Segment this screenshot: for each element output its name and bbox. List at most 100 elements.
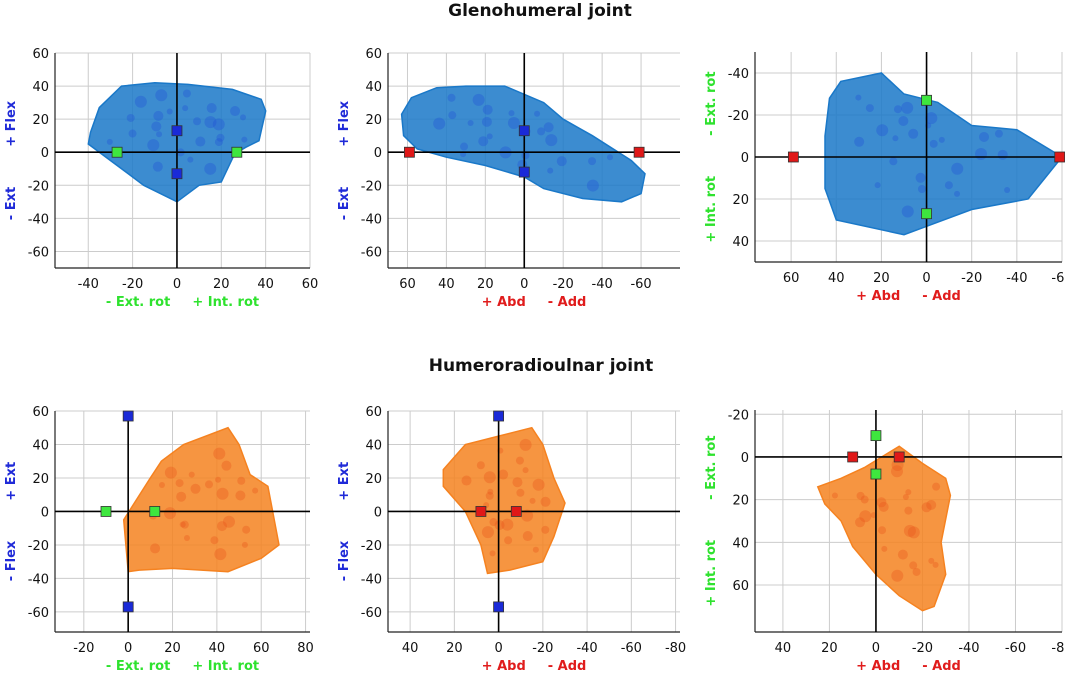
y-axis-label: + Int. rot - Ext. rot — [704, 435, 719, 606]
y-axis-label-part: + Ext — [4, 462, 19, 501]
motion-sample — [519, 438, 532, 451]
motion-sample — [541, 525, 550, 534]
x-axis-label-part: - Add — [548, 295, 587, 310]
y-tick-label: -40 — [28, 212, 49, 227]
motion-sample — [903, 524, 916, 537]
motion-sample — [907, 526, 920, 539]
motion-sample — [586, 179, 599, 192]
reference-marker — [787, 151, 799, 163]
motion-sample — [512, 477, 523, 488]
motion-sample — [545, 134, 558, 147]
x-tick-label: 40 — [209, 641, 226, 656]
motion-sample — [874, 182, 881, 189]
x-tick-label: -40 — [78, 277, 99, 292]
x-tick-label: 60 — [399, 277, 416, 292]
motion-sample — [606, 154, 613, 161]
x-tick-label: 60 — [783, 271, 800, 286]
motion-sample — [183, 534, 190, 541]
motion-sample — [221, 460, 232, 471]
range-of-motion-hull — [816, 445, 952, 612]
motion-sample — [494, 520, 505, 531]
x-axis-label: + Abd - Add — [856, 659, 961, 674]
x-tick-label: 0 — [494, 641, 502, 656]
motion-sample — [204, 116, 217, 129]
y-tick-label: 20 — [732, 193, 749, 208]
motion-sample — [889, 157, 898, 166]
motion-sample — [461, 475, 472, 486]
y-axis-label-part: - Ext. rot — [704, 435, 719, 499]
motion-sample — [152, 161, 163, 172]
motion-sample — [522, 467, 529, 474]
motion-sample — [938, 136, 945, 143]
reference-marker — [149, 506, 161, 517]
motion-sample — [472, 93, 485, 106]
reference-marker — [475, 506, 487, 517]
motion-sample — [190, 483, 201, 494]
x-axis-label-part: + Int. rot — [192, 659, 259, 674]
motion-sample — [182, 89, 191, 98]
x-tick-label: 20 — [213, 277, 230, 292]
motion-sample — [106, 138, 113, 145]
y-tick-label: -20 — [361, 179, 382, 194]
motion-sample — [447, 93, 456, 102]
motion-sample — [213, 447, 226, 460]
motion-sample — [891, 465, 904, 478]
motion-sample — [235, 490, 246, 501]
motion-sample — [537, 127, 546, 136]
motion-sample — [912, 567, 921, 576]
motion-sample — [878, 501, 889, 512]
motion-sample — [881, 545, 888, 552]
motion-sample — [901, 205, 914, 218]
motion-sample — [915, 172, 926, 183]
y-axis-label-part: + Flex — [4, 100, 19, 147]
chart-gh-1: -40 -20 0 20 40 60 -60 -40 -20 0 20 40 60 - Ext. rot +… — [4, 47, 318, 310]
y-tick-label: 0 — [41, 146, 49, 161]
motion-sample — [508, 110, 515, 117]
x-tick-label: -40 — [1006, 271, 1027, 286]
motion-sample — [859, 510, 872, 523]
motion-sample — [481, 526, 494, 539]
motion-sample — [932, 561, 939, 568]
motion-sample — [206, 103, 217, 114]
x-axis-label-part: + Abd — [856, 659, 900, 674]
y-tick-label: 0 — [374, 505, 382, 520]
motion-sample — [460, 142, 469, 151]
motion-sample — [164, 507, 177, 520]
x-axis-label-part: + Abd — [482, 659, 526, 674]
motion-sample — [498, 469, 509, 480]
x-tick-label: -80 — [665, 641, 686, 656]
motion-sample — [128, 129, 137, 138]
y-tick-label: 60 — [32, 47, 49, 62]
motion-sample — [241, 541, 248, 548]
x-tick-label: 40 — [257, 277, 274, 292]
motion-sample — [917, 184, 926, 193]
motion-sample — [543, 122, 554, 133]
motion-sample — [532, 478, 545, 491]
motion-sample — [156, 131, 163, 138]
motion-sample — [230, 106, 241, 117]
motion-sample — [222, 515, 235, 528]
motion-sample — [214, 138, 223, 147]
motion-sample — [216, 487, 229, 500]
motion-sample — [242, 525, 251, 534]
y-tick-label: -40 — [28, 572, 49, 587]
x-tick-label: 80 — [297, 641, 314, 656]
x-tick-label: -20 — [553, 277, 574, 292]
x-tick-label: 0 — [872, 641, 880, 656]
motion-sample — [180, 520, 189, 529]
motion-sample — [476, 461, 485, 470]
x-tick-label: 0 — [124, 641, 132, 656]
x-axis-label-part: - Ext. rot — [106, 295, 170, 310]
motion-sample — [529, 497, 536, 504]
motion-sample — [928, 557, 935, 564]
reference-marker — [493, 601, 505, 613]
motion-sample — [433, 117, 446, 130]
y-tick-label: -40 — [728, 67, 749, 82]
x-axis-label-part: + Int. rot — [192, 295, 259, 310]
reference-marker — [870, 430, 882, 442]
motion-sample — [214, 548, 227, 561]
motion-sample — [212, 118, 225, 131]
motion-sample — [151, 121, 162, 132]
y-axis-label-part: - Ext. rot — [704, 71, 719, 135]
reference-marker — [510, 506, 522, 517]
